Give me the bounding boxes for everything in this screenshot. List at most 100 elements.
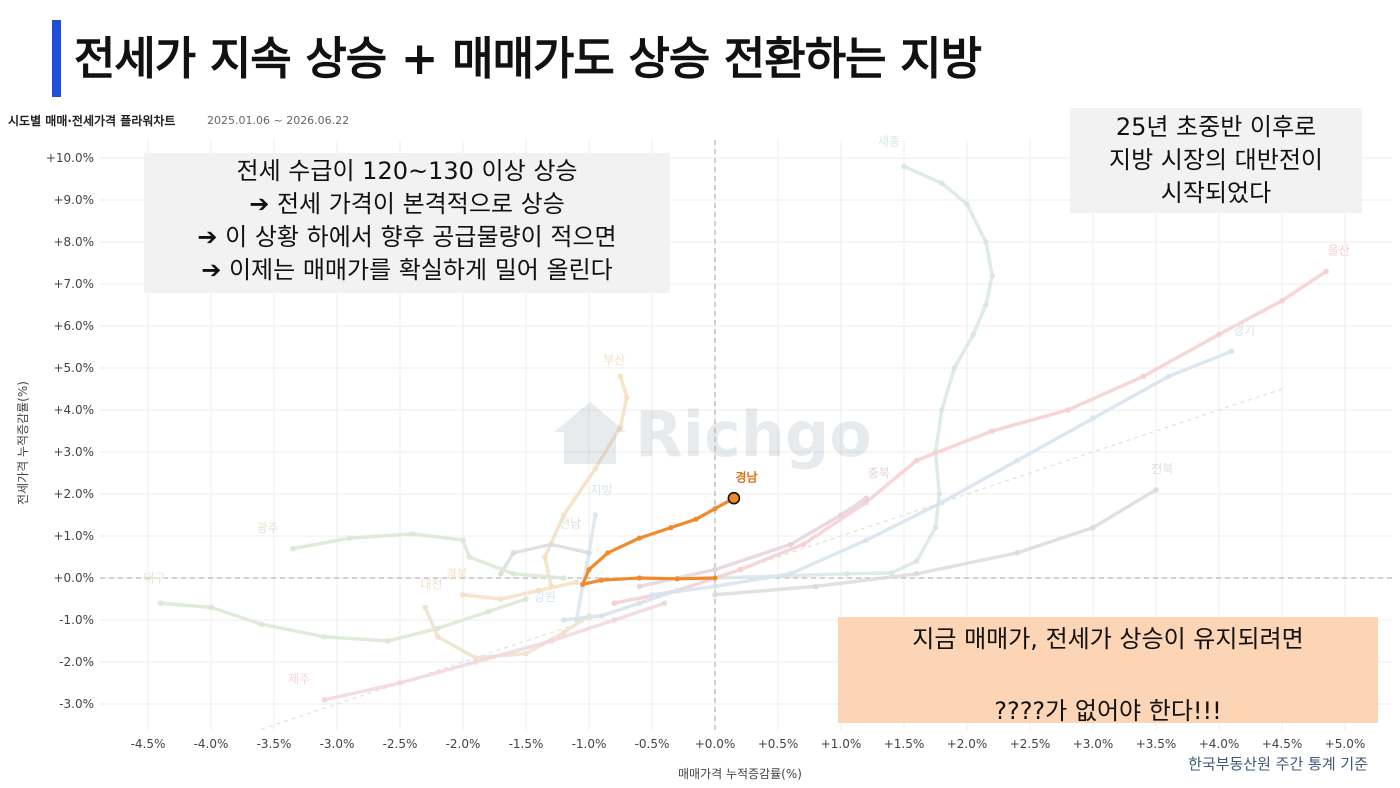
note-left-line-2: ➔ 전세 가격이 본격적으로 상승 [249, 190, 565, 218]
y-tick-label: +0.0% [53, 571, 94, 585]
series-line-대구 [158, 597, 528, 643]
y-tick-label: +10.0% [46, 151, 94, 165]
series-point-세종 [951, 365, 958, 371]
y-tick-label: -3.0% [59, 697, 94, 711]
series-label-충북: 충북 [868, 466, 890, 480]
series-point-제주 [661, 600, 668, 606]
series-point-강원 [636, 600, 643, 606]
series-point-대구 [208, 604, 214, 611]
y-tick-label: +6.0% [53, 319, 94, 333]
note-right-line-1: 25년 초중반 이후로 [1115, 113, 1317, 141]
series-point-강원 [598, 613, 605, 619]
series-point-경남 [599, 577, 605, 583]
x-tick-label: -4.0% [194, 737, 229, 751]
series-point-경북 [573, 579, 580, 585]
series-point-울산 [1140, 373, 1147, 380]
y-tick-label: +7.0% [53, 277, 94, 291]
series-부산 [542, 373, 630, 590]
series-point-강원 [674, 587, 680, 594]
y-axis-label: 전세가격 누적증감률(%) [16, 381, 30, 505]
series-line-경북 [461, 580, 579, 601]
y-tick-label: -2.0% [59, 655, 94, 669]
watermark-text: Richgo [635, 398, 872, 471]
series-point-경남 [674, 576, 680, 582]
series-point-세종 [888, 570, 895, 576]
series-point-대전 [561, 629, 567, 636]
series-point-경기 [939, 499, 945, 506]
series-line-강원 [562, 588, 679, 622]
note-left-line-3: ➔ 이 상황 하에서 향후 공급물량이 적으면 [197, 223, 617, 251]
series-point-울산 [989, 428, 995, 434]
series-point-광주 [346, 535, 353, 541]
series-point-경기 [1228, 348, 1235, 355]
series-line-전남 [499, 542, 591, 576]
series-point-경기 [787, 571, 794, 577]
series-point-부산 [561, 512, 567, 518]
series-point-전북 [813, 583, 819, 590]
series-endpoint-경남 [727, 491, 741, 505]
series-point-충북 [712, 566, 718, 573]
series-point-세종 [932, 524, 939, 531]
series-경남 [580, 491, 741, 587]
series-전북 [712, 487, 1159, 598]
series-point-전북 [1014, 550, 1021, 556]
chart-date-range: 2025.01.06 ~ 2026.06.22 [207, 114, 350, 127]
x-tick-label: +0.5% [758, 737, 799, 751]
y-tick-label: +8.0% [53, 235, 94, 249]
series-point-제주 [397, 680, 403, 686]
x-tick-label: +1.5% [884, 737, 925, 751]
series-point-울산 [611, 600, 617, 606]
note-bottom-line-3: ????가 없어야 한다!!! [994, 697, 1222, 725]
series-point-지방 [592, 512, 599, 518]
note-bottom-box: 지금 매매가, 전세가 상승이 유지되려면 ????가 없어야 한다!!! [838, 617, 1378, 725]
series-label-강원: 강원 [534, 590, 556, 604]
series-line-지방 [574, 513, 598, 622]
series-경북 [460, 579, 580, 602]
series-충북 [636, 495, 869, 590]
x-tick-label: +2.0% [947, 737, 988, 751]
series-point-경남 [712, 575, 718, 581]
series-point-세종 [901, 163, 907, 170]
series-광주 [290, 531, 567, 581]
series-label-대전: 대전 [420, 578, 442, 592]
y-tick-label: +9.0% [53, 193, 94, 207]
series-line-제주 [322, 601, 667, 702]
x-tick-label: -1.0% [572, 737, 607, 751]
chart-tick-labels: -4.5% -4.0% -3.5% -3.0% -2.5% -2.0% -1.5% -1.0%… [46, 151, 1365, 751]
x-tick-label: +5.0% [1325, 737, 1366, 751]
series-label-지방: 지방 [591, 483, 613, 497]
note-right-line-3: 시작되었다 [1160, 179, 1272, 207]
series-point-대구 [258, 621, 265, 627]
series-label-울산: 울산 [1328, 244, 1350, 258]
series-point-광주 [290, 545, 296, 552]
series-제주 [321, 600, 668, 703]
y-tick-label: +2.0% [53, 487, 94, 501]
series-line-경남 [581, 496, 736, 586]
x-tick-label: +4.5% [1262, 737, 1303, 751]
series-point-부산 [592, 466, 599, 472]
series-point-경남 [580, 581, 586, 587]
chart-title: 시도별 매매·전세가격 플라워차트 [8, 114, 176, 128]
series-point-세종 [970, 331, 977, 338]
source-note: 한국부동산원 주간 통계 기준 [1188, 755, 1368, 773]
series-point-세종 [939, 407, 945, 413]
note-right-box: 25년 초중반 이후로 지방 시장의 대반전이 시작되었다 [1070, 108, 1362, 213]
series-point-울산 [737, 566, 743, 573]
series-point-세종 [913, 558, 920, 564]
series-point-부산 [624, 394, 630, 401]
y-tick-label: -1.0% [59, 613, 94, 627]
series-point-대구 [384, 638, 391, 644]
title-accent-bar [52, 20, 61, 97]
series-point-제주 [548, 638, 554, 644]
series-point-충북 [787, 541, 794, 548]
note-bottom-line-1: 지금 매매가, 전세가 상승이 유지되려면 [912, 625, 1304, 653]
series-point-경남 [668, 525, 674, 531]
series-point-전남 [510, 550, 517, 556]
series-label-경남: 경남 [735, 469, 757, 484]
series-point-경남 [636, 535, 643, 541]
x-tick-label: +4.0% [1199, 737, 1240, 751]
y-tick-label: +3.0% [53, 445, 94, 459]
series-point-경북 [535, 587, 542, 594]
series-point-광주 [510, 571, 517, 577]
